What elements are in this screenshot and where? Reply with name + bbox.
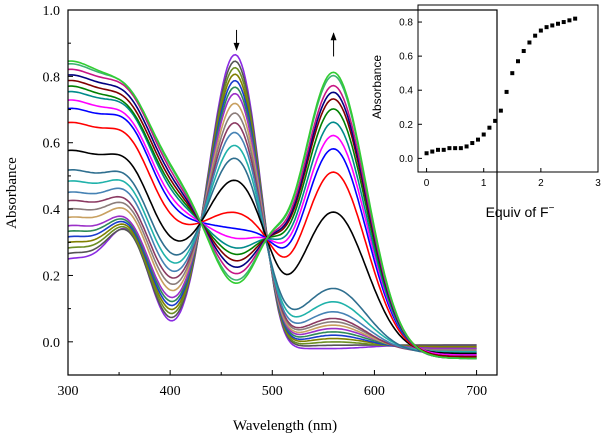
main-y-tick-label: 1.0 [43, 4, 61, 19]
main-x-tick-label: 600 [364, 384, 385, 399]
inset-x-axis-title-superscript: − [549, 203, 555, 214]
inset-data-point [561, 20, 566, 25]
main-x-tick-label: 300 [58, 384, 79, 399]
inset-data-point [538, 28, 543, 33]
inset-plot-frame [417, 4, 599, 173]
main-series-line [67, 79, 477, 358]
inset-y-tick-label: 0.2 [399, 120, 413, 131]
inset-data-point [470, 141, 475, 146]
main-series-line [67, 86, 477, 350]
main-series-line [67, 157, 477, 355]
main-chart: 300 400 500 600 700 0.0 0.2 0.4 0.6 0.8 1.0 Wavele… [4, 4, 498, 434]
inset-data-point [498, 108, 503, 113]
main-series-line [67, 68, 477, 360]
inset-data-point [447, 146, 452, 151]
inset-data-point [504, 89, 509, 94]
inset-x-tick-label: 0 [424, 178, 430, 189]
main-annotations [233, 29, 337, 57]
main-y-axis-title: Absorbance [4, 157, 20, 229]
main-axes: 300 400 500 600 700 0.0 0.2 0.4 0.6 0.8 1.0 [43, 4, 488, 399]
inset-data-point [430, 149, 435, 154]
inset-data-point [458, 146, 463, 151]
main-series-line [67, 92, 477, 350]
inset-x-tick-label: 2 [538, 178, 544, 189]
main-series-line [67, 149, 477, 355]
inset-data-point [453, 146, 458, 151]
main-series-line [67, 144, 477, 353]
main-y-tick-label: 0.0 [43, 336, 61, 351]
inset-data-point [550, 23, 555, 28]
main-y-tick-label: 0.6 [43, 137, 61, 152]
main-y-tick-label: 0.8 [43, 70, 61, 85]
inset-chart: 0 1 2 3 0.0 0.2 0.4 0.6 0.8 Absorbance Equiv of … [370, 4, 601, 220]
main-series-line [67, 60, 477, 360]
inset-data-point [567, 18, 572, 23]
main-x-tick-label: 500 [262, 384, 283, 399]
inset-x-tick-label: 1 [481, 178, 487, 189]
inset-data-point [556, 21, 560, 26]
inset-data-point [533, 33, 538, 38]
inset-axes: 0 1 2 3 0.0 0.2 0.4 0.6 0.8 [399, 18, 601, 189]
main-y-tick-label: 0.2 [43, 269, 61, 284]
inset-data-point [521, 49, 526, 54]
inset-data-point [573, 16, 578, 21]
inset-data-point [464, 144, 469, 149]
main-x-tick-label: 700 [466, 384, 487, 399]
inset-data-point [441, 147, 446, 152]
main-series-line [67, 121, 477, 356]
arrow-down-icon [233, 42, 240, 51]
inset-y-tick-label: 0.4 [399, 86, 413, 97]
main-series-group [67, 53, 477, 360]
main-series-line [67, 79, 477, 350]
inset-data-point [493, 118, 498, 123]
inset-data-point [481, 132, 486, 137]
inset-data-point [424, 151, 429, 156]
inset-y-axis-title: Absorbance [370, 55, 384, 119]
inset-data-point [544, 25, 549, 30]
inset-y-tick-label: 0.6 [399, 52, 413, 63]
inset-data-point [487, 125, 492, 130]
inset-data-point [510, 71, 515, 76]
inset-data-point [527, 40, 532, 45]
main-x-axis-title: Wavelength (nm) [233, 418, 337, 434]
inset-data-point [516, 59, 520, 64]
main-x-tick-label: 400 [160, 384, 181, 399]
inset-x-axis-title: Equiv of F− [486, 203, 555, 220]
inset-x-axis-title-text: Equiv of F [486, 204, 549, 220]
main-series-line [67, 60, 477, 347]
arrow-up-icon [330, 32, 337, 41]
inset-data-point [476, 137, 480, 142]
inset-x-tick-label: 3 [595, 178, 601, 189]
main-plot-frame [67, 9, 498, 376]
inset-data-point [436, 147, 440, 152]
main-series-line [67, 73, 477, 348]
inset-y-tick-label: 0.0 [399, 154, 413, 165]
main-y-tick-label: 0.4 [43, 203, 61, 218]
inset-series-group [424, 16, 578, 156]
inset-y-tick-label: 0.8 [399, 18, 413, 29]
